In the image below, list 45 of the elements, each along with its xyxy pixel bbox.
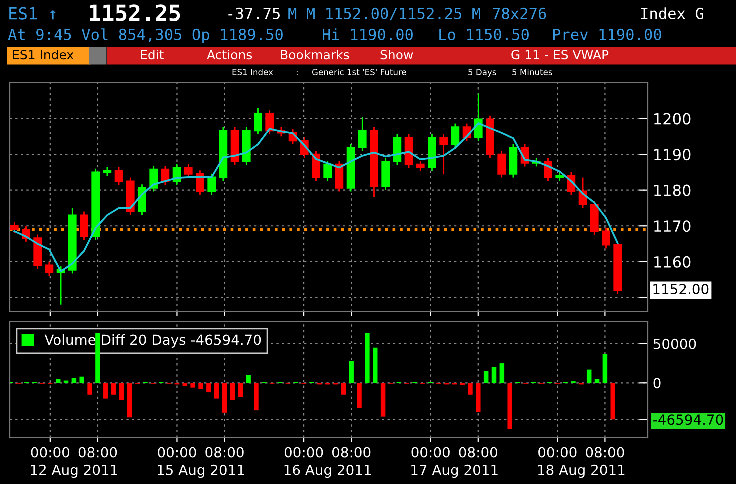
x-tick-label: 00:00 [412, 447, 450, 458]
text: M M 1152.00/1152.25 M [288, 8, 480, 21]
y-tick-label: 1200 [654, 113, 691, 125]
text: ES1 ↑ [10, 7, 56, 20]
text: 18 Aug 2011 [538, 464, 625, 478]
y-tick-label: 1160 [654, 256, 691, 268]
text: Show [380, 50, 414, 60]
text: Bookmarks [281, 50, 350, 60]
x-tick-label: 08:00 [586, 447, 624, 458]
text: 16 Aug 2011 [284, 464, 372, 478]
text: 1152.25 [90, 4, 180, 22]
text: ES1 Index [232, 68, 274, 76]
text: 78x276 [493, 8, 546, 20]
text: Actions [207, 50, 252, 60]
text: 12 Aug 2011 [31, 464, 118, 478]
text: 5 Days [468, 69, 496, 78]
x-tick-label: 00:00 [31, 447, 70, 458]
x-tick-label: 08:00 [206, 447, 244, 458]
x-tick-label: 08:00 [459, 447, 498, 458]
text: Index G [642, 8, 704, 20]
x-tick-label: 00:00 [284, 447, 324, 458]
text: Hi 1190.00 [323, 28, 413, 40]
text: Generic 1st 'ES' Future [312, 68, 406, 76]
y-tick-label: 1180 [654, 184, 691, 196]
text: Edit [141, 50, 164, 60]
text: -37.75 [228, 8, 280, 20]
text: Prev 1190.00 [553, 28, 662, 40]
text: 5 Minutes [512, 68, 552, 76]
x-tick-label: 08:00 [332, 447, 371, 458]
y-tick-label: -46594.70 [654, 414, 724, 426]
y-tick-label: 1170 [654, 220, 691, 232]
y-tick-label: 50000 [654, 338, 696, 350]
y-tick-label: 0 [654, 378, 661, 389]
text: : [296, 70, 298, 76]
text: 1152.00 [654, 284, 709, 295]
x-tick-label: 00:00 [538, 447, 577, 458]
text: 15 Aug 2011 [158, 464, 244, 478]
text: G 11 - ES VWAP [512, 50, 609, 60]
text: At 9:45 Vol 854,305 Op 1189.50 [8, 28, 283, 44]
text: Lo 1150.50 [440, 28, 529, 40]
x-tick-label: 08:00 [78, 447, 118, 458]
text: 17 Aug 2011 [412, 464, 498, 478]
text: ES1 Index [13, 50, 74, 60]
y-tick-label: 1190 [654, 149, 691, 161]
x-tick-label: 00:00 [158, 447, 196, 458]
